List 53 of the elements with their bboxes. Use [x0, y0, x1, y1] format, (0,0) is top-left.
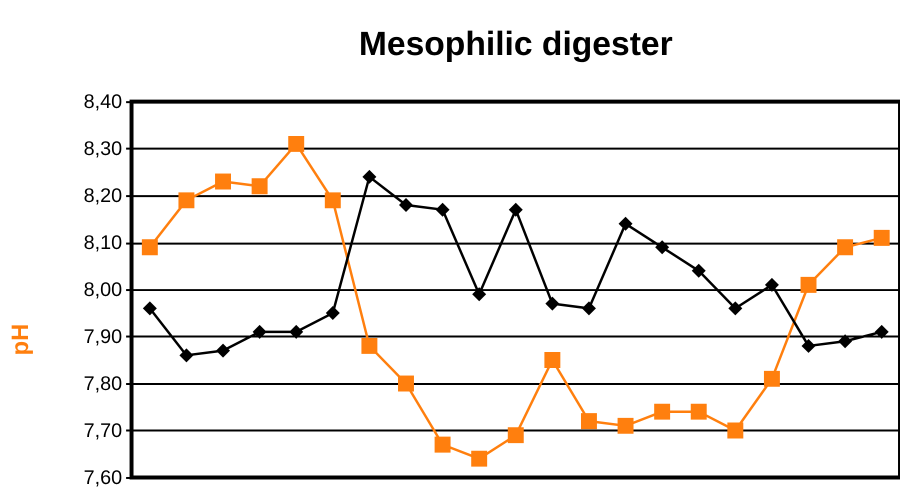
point — [764, 370, 780, 387]
point — [655, 240, 670, 254]
y-tick-label: 8,40 — [84, 91, 122, 114]
point — [398, 198, 413, 212]
chart-title: Mesophilic digester — [358, 26, 673, 64]
point — [802, 338, 816, 353]
point — [215, 174, 231, 190]
point — [654, 404, 670, 420]
point — [436, 202, 450, 217]
point — [252, 324, 267, 339]
point — [838, 334, 852, 348]
point — [471, 450, 488, 467]
point — [179, 348, 194, 362]
point — [800, 276, 816, 293]
point — [326, 306, 340, 320]
point — [582, 301, 596, 316]
point — [142, 239, 158, 256]
y-tick-label: 7,60 — [84, 466, 122, 489]
y-tick-label: 8,20 — [84, 185, 122, 208]
y-tick-label: 8,10 — [84, 232, 122, 254]
point — [618, 216, 633, 231]
y-tick-label: 8,30 — [84, 138, 122, 160]
point — [434, 436, 451, 453]
point — [544, 352, 560, 368]
point — [580, 413, 597, 430]
point — [508, 427, 524, 444]
point — [472, 287, 486, 302]
point — [252, 178, 268, 194]
y-tick-label: 7,90 — [84, 326, 122, 348]
point — [361, 338, 378, 354]
point — [545, 296, 560, 311]
y-tick-label: 7,70 — [84, 420, 122, 442]
point — [728, 301, 742, 316]
point — [288, 136, 304, 152]
point — [362, 170, 376, 184]
point — [874, 324, 889, 339]
point — [874, 230, 890, 246]
point — [690, 404, 707, 420]
point — [216, 344, 230, 358]
point — [837, 239, 854, 256]
point — [618, 418, 634, 434]
point — [727, 422, 744, 438]
point — [178, 192, 194, 208]
point — [142, 301, 157, 316]
point — [764, 278, 779, 292]
y-tick-label: 8,00 — [84, 278, 122, 301]
point — [289, 324, 304, 339]
point — [398, 376, 414, 392]
point — [324, 192, 341, 208]
y-axis-title: pH — [8, 324, 34, 356]
point — [692, 264, 706, 278]
point — [508, 202, 523, 217]
y-tick-label: 7,80 — [84, 372, 122, 395]
